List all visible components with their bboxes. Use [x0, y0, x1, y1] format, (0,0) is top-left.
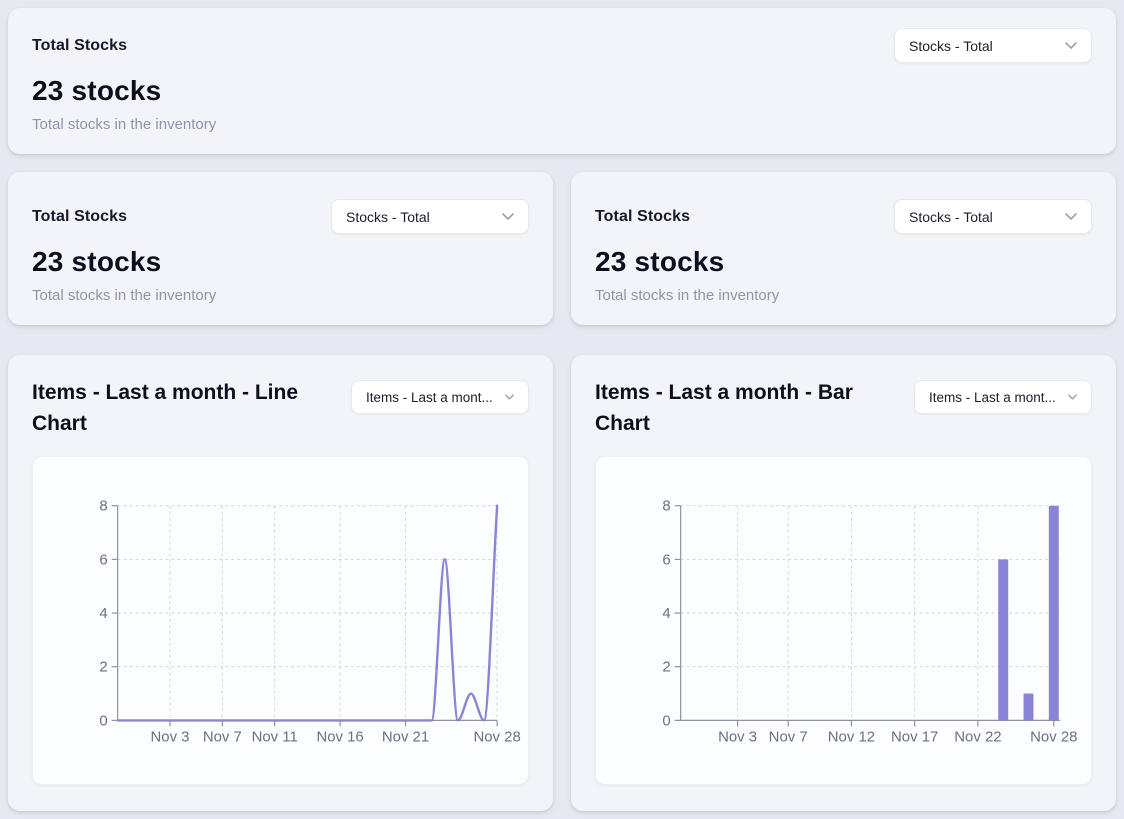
svg-text:2: 2 — [662, 659, 670, 676]
chart-title: Items - Last a month - Line Chart — [32, 381, 299, 435]
stat-subtitle: Total stocks in the inventory — [32, 287, 217, 304]
line-chart-svg: 0 2 4 6 8 Nov 3 Nov 7 Nov 11 Nov 16 Nov 21 Nov 28 — [99, 498, 520, 746]
svg-text:Nov 28: Nov 28 — [473, 728, 520, 745]
metric-dropdown[interactable]: Stocks - Total — [894, 199, 1092, 234]
svg-text:0: 0 — [99, 712, 107, 729]
chart-cards-row: Items - Last a month - Line Chart Items … — [8, 355, 1116, 811]
stat-subtitle: Total stocks in the inventory — [595, 287, 780, 304]
chevron-down-icon — [1065, 213, 1077, 220]
stat-value: 23 stocks — [32, 246, 162, 277]
chart-card-line: Items - Last a month - Line Chart Items … — [8, 355, 553, 811]
chart-panel: 0 2 4 6 8 Nov 3 Nov 7 Nov 12 Nov 17 Nov 22 Nov 28 — [595, 456, 1092, 785]
dropdown-value: Items - Last a mont... — [366, 389, 493, 405]
chevron-down-icon — [502, 213, 514, 220]
chevron-down-icon — [505, 394, 514, 400]
svg-text:8: 8 — [99, 498, 107, 515]
chart-card-header: Items - Last a month - Line Chart Items … — [32, 377, 529, 439]
stat-value: 23 stocks — [32, 75, 162, 106]
stat-card-total-stocks-right: Total Stocks Stocks - Total 23 stocks To… — [571, 172, 1116, 325]
svg-text:Nov 11: Nov 11 — [252, 728, 298, 745]
svg-text:Nov 22: Nov 22 — [954, 728, 1001, 745]
chart-metric-dropdown[interactable]: Items - Last a mont... — [914, 380, 1092, 414]
svg-text:Nov 28: Nov 28 — [1030, 728, 1077, 745]
svg-text:Nov 16: Nov 16 — [316, 728, 363, 745]
svg-text:Nov 3: Nov 3 — [718, 728, 757, 745]
stat-card-header: Total Stocks Stocks - Total — [32, 28, 1092, 63]
svg-text:Nov 3: Nov 3 — [151, 728, 190, 745]
stat-title: Total Stocks — [32, 207, 128, 225]
stat-title: Total Stocks — [32, 36, 128, 54]
chart-card-header: Items - Last a month - Bar Chart Items -… — [595, 377, 1092, 439]
svg-text:8: 8 — [662, 498, 670, 515]
stat-value: 23 stocks — [595, 246, 725, 277]
svg-text:0: 0 — [662, 712, 670, 729]
metric-dropdown[interactable]: Stocks - Total — [894, 28, 1092, 63]
stat-subtitle: Total stocks in the inventory — [32, 116, 217, 133]
stat-card-total-stocks-left: Total Stocks Stocks - Total 23 stocks To… — [8, 172, 553, 325]
svg-text:Nov 21: Nov 21 — [382, 728, 429, 745]
svg-text:Nov 7: Nov 7 — [203, 728, 242, 745]
chart-metric-dropdown[interactable]: Items - Last a mont... — [351, 380, 529, 414]
stat-card-total-stocks-main: Total Stocks Stocks - Total 23 stocks To… — [8, 8, 1116, 154]
svg-text:4: 4 — [662, 605, 670, 622]
stat-card-header: Total Stocks Stocks - Total — [32, 199, 529, 234]
chart-panel: 0 2 4 6 8 Nov 3 Nov 7 Nov 11 Nov 16 Nov 21 Nov 28 — [32, 456, 529, 785]
bar-chart-svg: 0 2 4 6 8 Nov 3 Nov 7 Nov 12 Nov 17 Nov 22 Nov 28 — [662, 498, 1077, 746]
dropdown-value: Stocks - Total — [909, 37, 993, 54]
stat-cards-row: Total Stocks Stocks - Total 23 stocks To… — [8, 172, 1116, 325]
dropdown-value: Stocks - Total — [346, 208, 430, 225]
svg-text:Nov 12: Nov 12 — [828, 728, 875, 745]
svg-text:Nov 7: Nov 7 — [769, 728, 808, 745]
chart-card-bar: Items - Last a month - Bar Chart Items -… — [571, 355, 1116, 811]
chart-title: Items - Last a month - Bar Chart — [595, 381, 853, 435]
svg-text:2: 2 — [99, 659, 107, 676]
dropdown-value: Items - Last a mont... — [929, 389, 1056, 405]
chevron-down-icon — [1068, 394, 1077, 400]
dropdown-value: Stocks - Total — [909, 208, 993, 225]
stat-card-header: Total Stocks Stocks - Total — [595, 199, 1092, 234]
svg-text:Nov 17: Nov 17 — [891, 728, 938, 745]
svg-text:4: 4 — [99, 605, 107, 622]
metric-dropdown[interactable]: Stocks - Total — [331, 199, 529, 234]
svg-text:6: 6 — [662, 551, 670, 568]
chevron-down-icon — [1065, 42, 1077, 49]
stat-title: Total Stocks — [595, 207, 691, 225]
svg-text:6: 6 — [99, 551, 107, 568]
